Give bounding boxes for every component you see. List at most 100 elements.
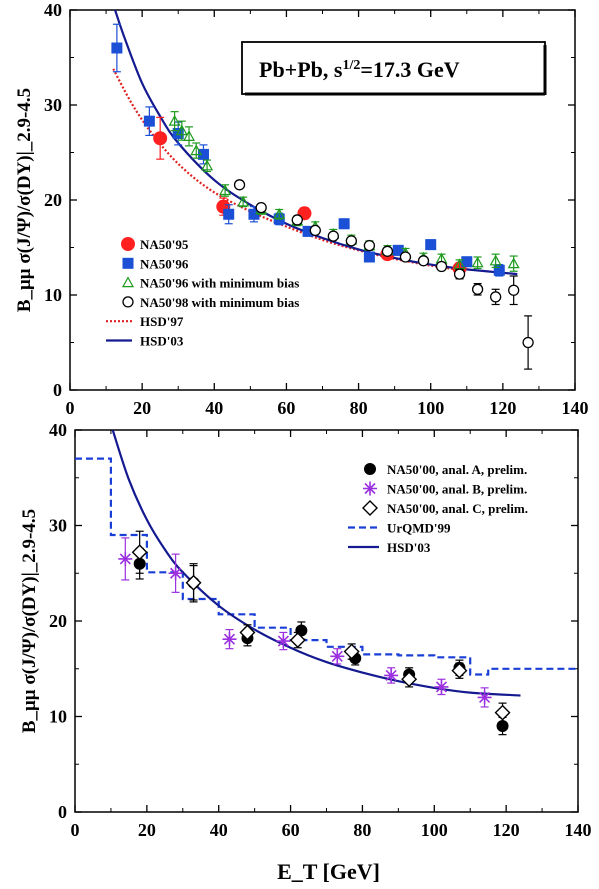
legend-label: HSD'03: [387, 540, 431, 555]
curve-hsd-03: [111, 430, 521, 697]
x-tick-label: 60: [282, 820, 300, 840]
data-point: [496, 720, 509, 733]
data-point: [461, 256, 473, 268]
data-point: [222, 632, 237, 647]
legend-marker: [362, 500, 378, 516]
legend-label: NA50'96 with minimum bias: [140, 276, 299, 291]
data-point: [190, 144, 203, 156]
series-na50-95: [153, 116, 467, 276]
y-tick-label: 0: [53, 380, 62, 400]
data-point: [175, 124, 188, 136]
data-point: [273, 208, 286, 219]
data-point: [239, 624, 256, 641]
data-point: [143, 115, 155, 127]
data-point: [237, 195, 250, 207]
data-point: [327, 230, 339, 242]
legend-label: HSD'03: [140, 334, 184, 349]
series-na50-98-with-minimum-bias: [233, 179, 534, 370]
y-tick-label: 20: [44, 190, 62, 210]
data-point: [401, 671, 418, 688]
y-tick-label: 30: [49, 516, 67, 536]
data-point: [434, 679, 449, 694]
data-point: [111, 42, 123, 54]
y-tick-label: 10: [44, 285, 62, 305]
data-point: [330, 649, 345, 664]
series-na50-00-anal-b-prelim-: [118, 537, 492, 708]
data-point: [197, 148, 209, 160]
data-point: [522, 336, 534, 349]
legend-label: NA50'95: [140, 237, 189, 252]
legend-label: NA50'00, anal. B, prelim.: [387, 482, 527, 497]
data-point: [471, 256, 484, 268]
legend-marker: [122, 257, 134, 269]
data-point: [201, 159, 214, 171]
data-point: [384, 668, 399, 683]
annotation-box: Pb+Pb, s1/2=17.3 GeV: [241, 41, 547, 96]
legend: NA50'00, anal. A, prelim. NA50'00, anal. …: [348, 462, 528, 555]
annotation-border: [241, 41, 546, 95]
data-point: [338, 218, 350, 230]
data-point: [168, 114, 181, 126]
y-axis-label: B_μμ σ(J/Ψ)/σ(DY)|_2.9-4.5: [19, 509, 40, 733]
data-point: [183, 130, 196, 141]
x-tick-label: 40: [205, 398, 223, 418]
x-tick-label: 0: [71, 820, 80, 840]
data-point: [451, 662, 468, 679]
legend-label: NA50'98 with minimum bias: [140, 295, 299, 310]
annotation-sup: 1/2: [342, 58, 360, 73]
x-tick-label: 80: [353, 820, 371, 840]
data-point: [489, 254, 502, 266]
legend-label: UrQMD'99: [387, 521, 451, 536]
legend-marker: [122, 296, 134, 308]
y-axis-label: B_μμ σ(J/Ψ)/σ(DY)|_2.9-4.5: [14, 88, 35, 312]
series-na50-00-anal-a-prelim-: [133, 547, 509, 736]
legend-label: NA50'96: [140, 256, 189, 271]
annotation-text: Pb+Pb, s1/2=17.3 GeV: [259, 57, 460, 82]
data-point: [255, 201, 267, 214]
annotation-tail: =17.3 GeV: [360, 57, 459, 82]
data-point: [508, 284, 520, 296]
data-point: [168, 566, 183, 581]
top-panel: 0 20 40 60 80 100 120 140 0 10 20 30 40 B_μμ σ(J/Ψ)/σ…: [14, 0, 589, 418]
x-tick-label: 20: [138, 820, 156, 840]
x-tick-label: 120: [493, 820, 520, 840]
curve-urqmd-99: [75, 457, 578, 676]
data-point: [233, 179, 246, 191]
data-point: [343, 643, 360, 660]
data-point: [185, 574, 202, 591]
y-tick-label: 40: [44, 0, 62, 20]
data-point: [399, 251, 412, 263]
data-point: [493, 264, 505, 276]
data-point: [381, 245, 394, 257]
legend-marker: [121, 237, 135, 251]
series-na50-00-anal-c-prelim-: [131, 530, 511, 723]
x-tick-label: 120: [489, 398, 516, 418]
y-tick-label: 30: [44, 95, 62, 115]
legend: NA50'95 NA50'96 NA50'96 with minimum bias N…: [106, 237, 299, 349]
data-point: [435, 260, 448, 273]
x-tick-label: 20: [133, 398, 151, 418]
x-tick-label: 100: [417, 398, 444, 418]
data-point: [489, 291, 502, 303]
legend-marker: [364, 463, 376, 475]
data-point: [131, 544, 148, 561]
x-tick-label: 60: [277, 398, 295, 418]
legend-label: NA50'00, anal. C, prelim.: [387, 501, 528, 516]
data-point: [223, 208, 235, 220]
x-tick-label: 0: [66, 398, 75, 418]
x-tick-label: 140: [562, 398, 589, 418]
x-tick-label: 80: [350, 398, 368, 418]
y-tick-label: 0: [58, 802, 67, 822]
legend-marker: [121, 276, 135, 288]
data-point: [219, 184, 232, 196]
data-point: [345, 235, 358, 247]
x-tick-label: 140: [565, 820, 592, 840]
annotation-main: Pb+Pb, s: [259, 57, 343, 82]
data-point: [153, 131, 168, 146]
data-point: [417, 255, 430, 267]
x-tick-label: 40: [210, 820, 228, 840]
y-tick-label: 20: [49, 611, 67, 631]
data-point: [477, 690, 492, 705]
data-point: [118, 551, 133, 566]
